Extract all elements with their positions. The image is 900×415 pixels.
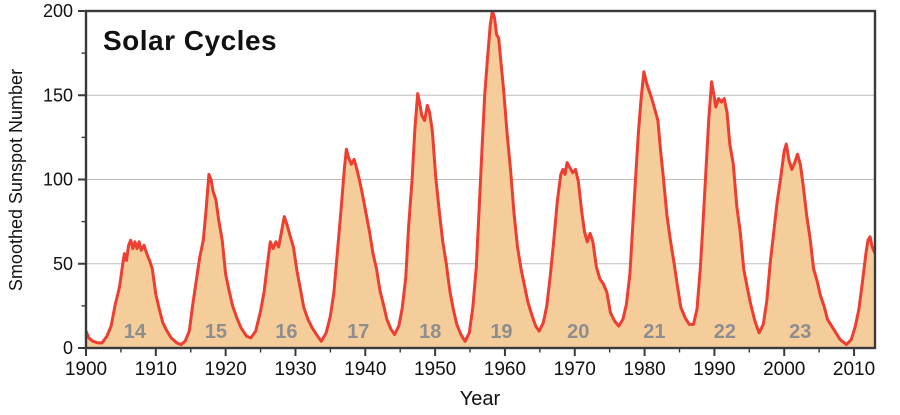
y-axis-label: Smoothed Sunspot Number [6, 69, 26, 291]
y-tick-label-0: 0 [63, 338, 73, 358]
cycle-label-16: 16 [275, 321, 297, 343]
x-tick-label-1990: 1990 [693, 359, 735, 380]
cycle-label-20: 20 [567, 321, 589, 343]
y-tick-label-150: 150 [43, 85, 73, 105]
cycle-label-18: 18 [419, 321, 441, 343]
x-axis-label: Year [460, 388, 501, 410]
x-tick-label-1980: 1980 [623, 359, 665, 380]
x-tick-label-2000: 2000 [763, 359, 805, 380]
x-tick-label-1960: 1960 [484, 359, 526, 380]
x-tick-label-1940: 1940 [344, 359, 386, 380]
y-tick-label-100: 100 [43, 170, 73, 190]
x-tick-label-1930: 1930 [274, 359, 316, 380]
cycle-label-15: 15 [205, 321, 227, 343]
sunspot-line [86, 11, 875, 347]
cycle-label-17: 17 [347, 321, 369, 343]
cycle-label-19: 19 [490, 321, 512, 343]
cycle-label-23: 23 [789, 321, 811, 343]
chart-title: Solar Cycles [103, 25, 277, 56]
x-tick-label-1910: 1910 [135, 359, 177, 380]
cycle-label-21: 21 [643, 321, 665, 343]
sunspot-area-fill [86, 11, 875, 348]
x-tick-label-2010: 2010 [833, 359, 875, 380]
x-tick-label-1970: 1970 [554, 359, 596, 380]
axis-ticks [78, 10, 856, 356]
x-tick-label-1900: 1900 [65, 359, 107, 380]
x-tick-label-1950: 1950 [414, 359, 456, 380]
x-tick-labels: 1900 1910 1920 1930 1940 1950 1960 1970 1980 1990… [65, 359, 875, 380]
x-tick-label-1920: 1920 [205, 359, 247, 380]
cycle-label-22: 22 [714, 321, 736, 343]
y-tick-labels: 0 50 100 150 200 [43, 1, 73, 358]
cycle-number-labels: 14 15 16 17 18 19 20 21 22 23 [124, 321, 812, 343]
y-tick-label-200: 200 [43, 1, 73, 21]
y-tick-label-50: 50 [53, 254, 73, 274]
cycle-label-14: 14 [124, 321, 147, 343]
